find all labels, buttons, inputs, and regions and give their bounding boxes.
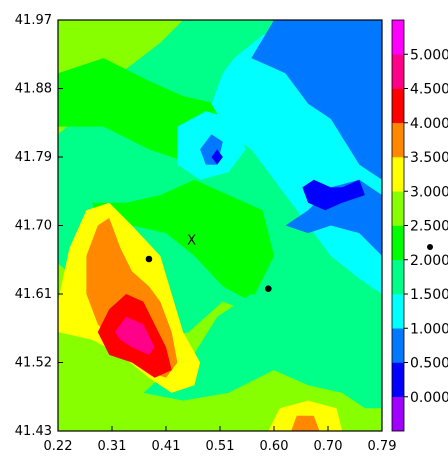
contour-region-2 [92,179,274,302]
colorbar: 0.000 0.500 1.000 1.500 2.000 2.500 3.000 3.500… [391,19,448,432]
x-tick-label: 0.41 [152,439,181,454]
site-dot-marker-0 [145,255,153,263]
contour-regions [58,20,382,431]
y-tick-label: 41.43 [15,424,52,439]
contour-region-8 [285,179,382,256]
x-tick-label: 0.31 [98,439,127,454]
x-tick-label: 0.70 [314,439,343,454]
y-axis: 41.97 41.88 41.79 41.70 41.61 41.52 41.43 [15,13,63,439]
colorbar-tick-label: 3.000 [410,184,448,200]
y-tick-label: 41.97 [15,13,52,28]
y-tick-label: 41.88 [15,82,52,97]
colorbar-swatch [392,259,404,295]
colorbar-tick-label: 1.000 [410,321,448,337]
colorbar-tick-label: 5.000 [410,47,448,63]
colorbar-side-dot [427,244,433,250]
contour-region-10 [302,179,365,211]
colorbar-swatch [392,191,404,226]
colorbar-swatch [392,157,404,192]
x-axis: 0.22 0.31 0.41 0.51 0.60 0.70 0.79 [44,426,397,454]
colorbar-swatch [392,122,404,158]
cross-marker: X [187,234,196,249]
colorbar-swatch [392,328,404,363]
colorbar-tick-label: 1.500 [410,287,448,303]
x-tick-label: 0.22 [44,439,73,454]
y-tick-label: 41.79 [15,150,52,165]
colorbar-tick-label: 0.000 [410,390,448,406]
contour-region-4 [143,294,382,409]
contour-region-15 [114,316,155,355]
contour-region-17 [291,415,320,431]
colorbar-swatch [392,396,404,432]
colorbar-swatch [392,20,404,55]
site-dot-marker-1 [265,285,272,292]
contour-region-11 [211,149,223,165]
map-markers: X [145,234,272,292]
contour-region-7 [251,20,382,180]
x-tick-label: 0.79 [368,439,397,454]
colorbar-swatch [392,362,404,398]
colorbar-tick-label: 0.500 [410,356,448,372]
x-tick-label: 0.51 [206,439,235,454]
colorbar-swatch [392,88,404,124]
x-tick-label: 0.60 [260,439,289,454]
colorbar-tick-label: 3.500 [410,150,448,166]
colorbar-swatch [392,54,404,89]
y-tick-label: 41.70 [15,219,52,234]
colorbar-tick-label: 2.500 [410,219,448,235]
colorbar-tick-label: 2.000 [410,253,448,269]
y-tick-label: 41.52 [15,356,52,371]
colorbar-swatch [392,294,404,329]
colorbar-tick-label: 4.000 [410,116,448,132]
colorbar-tick-label: 4.500 [410,82,448,98]
y-tick-label: 41.61 [15,287,52,302]
colorbar-swatch [392,225,404,261]
